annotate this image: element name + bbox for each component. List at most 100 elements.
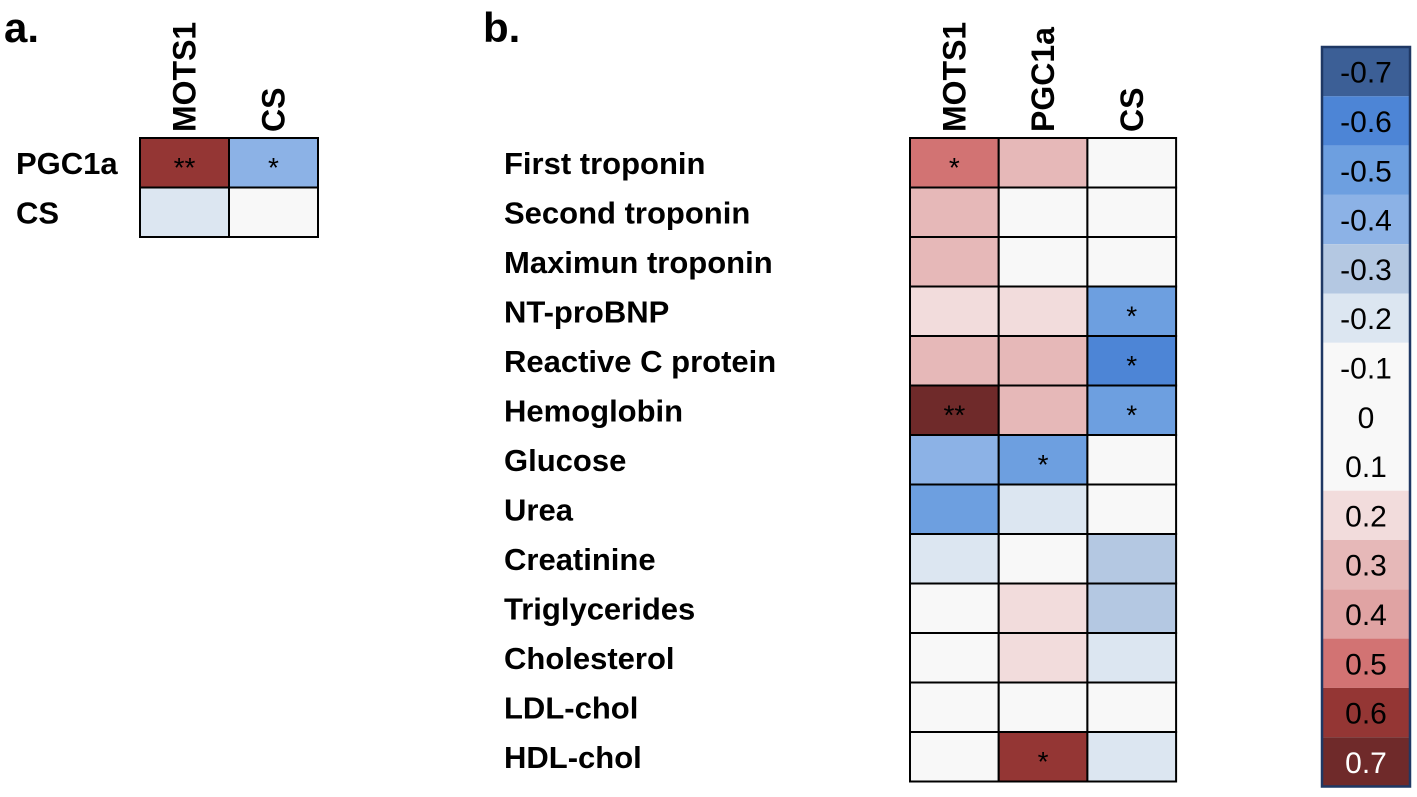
panel-b-significance-mark: ** bbox=[943, 399, 965, 430]
legend-label: -0.4 bbox=[1340, 205, 1392, 238]
panel-b-cell bbox=[909, 681, 1000, 733]
panel-a-significance-mark: * bbox=[268, 152, 279, 183]
panel-b-row-label: Second troponin bbox=[504, 195, 750, 230]
panel-b-cell bbox=[997, 434, 1089, 486]
panel-b-cell bbox=[1086, 186, 1178, 238]
panel-b-row-label: Urea bbox=[504, 492, 574, 527]
legend-label: 0.1 bbox=[1345, 451, 1387, 484]
legend-label: -0.1 bbox=[1340, 352, 1392, 385]
panel-b-cell bbox=[997, 137, 1089, 189]
panel-b-cell bbox=[1086, 731, 1178, 783]
legend-label: 0 bbox=[1358, 402, 1375, 435]
legend-swatch bbox=[1322, 540, 1410, 590]
panel-b-row-label: Creatinine bbox=[504, 542, 656, 577]
panel-b-cell bbox=[1086, 285, 1178, 337]
legend-label: 0.4 bbox=[1345, 599, 1387, 632]
panel-a-row-label: CS bbox=[16, 195, 59, 230]
panel-b-cell bbox=[1086, 681, 1178, 733]
legend-swatch bbox=[1322, 392, 1410, 442]
panel-b-row-label: First troponin bbox=[504, 146, 705, 181]
panel-b-cell bbox=[909, 186, 1000, 238]
panel-b-significance-mark: * bbox=[1038, 746, 1049, 777]
panel-b-cell bbox=[1086, 632, 1178, 684]
legend-label: 0.6 bbox=[1345, 698, 1387, 731]
legend-swatch bbox=[1322, 490, 1410, 540]
panel-b-row-label: HDL-chol bbox=[504, 740, 642, 775]
panel-b-cell bbox=[997, 384, 1089, 436]
legend-swatch bbox=[1322, 47, 1410, 97]
panel-b-cell bbox=[997, 186, 1089, 238]
panel-b-cell bbox=[909, 731, 1000, 783]
panel-b-cell bbox=[1086, 236, 1178, 288]
legend-swatch bbox=[1322, 441, 1410, 491]
panel-b-cell bbox=[909, 384, 1000, 436]
panel-b-significance-mark: * bbox=[1126, 300, 1137, 331]
panel-b-label: b. bbox=[483, 4, 520, 51]
panel-b-cell bbox=[909, 236, 1000, 288]
panel-b-cell bbox=[1086, 533, 1178, 585]
panel-b-cell bbox=[1086, 434, 1178, 486]
panel-b-significance-mark: * bbox=[1126, 350, 1137, 381]
legend-swatch bbox=[1322, 737, 1410, 787]
panel-b-significance-mark: * bbox=[1126, 399, 1137, 430]
panel-b-cell bbox=[1086, 582, 1178, 634]
legend-swatch bbox=[1322, 194, 1410, 245]
legend-label: -0.6 bbox=[1340, 106, 1392, 139]
panel-b-cell bbox=[997, 533, 1089, 585]
legend-label: 0.7 bbox=[1345, 747, 1387, 780]
panel-b-cell bbox=[997, 483, 1089, 535]
legend-swatch bbox=[1322, 293, 1410, 343]
panel-a-column-label: CS bbox=[256, 88, 292, 132]
legend-swatch bbox=[1322, 687, 1410, 738]
legend-label: -0.2 bbox=[1340, 303, 1392, 336]
panel-b-row-label: Cholesterol bbox=[504, 641, 675, 676]
panel-b-cell bbox=[909, 533, 1000, 585]
panel-b-cell bbox=[997, 335, 1089, 387]
legend-swatch bbox=[1322, 638, 1410, 688]
panel-b-column-label: CS bbox=[1114, 88, 1150, 132]
legend-label: -0.5 bbox=[1340, 155, 1392, 188]
legend-swatch bbox=[1322, 244, 1410, 294]
panel-b-cell bbox=[909, 582, 1000, 634]
panel-b-row-label: Maximun troponin bbox=[504, 245, 773, 280]
legend-label: 0.2 bbox=[1345, 500, 1387, 533]
panel-b-cell bbox=[997, 632, 1089, 684]
legend-swatch bbox=[1322, 342, 1410, 393]
panel-b-column-label: PGC1a bbox=[1025, 27, 1061, 132]
panel-b-row-label: NT-proBNP bbox=[504, 294, 669, 329]
legend-label: -0.3 bbox=[1340, 254, 1392, 287]
panel-b-cell bbox=[997, 236, 1089, 288]
panel-b-row-label: Triglycerides bbox=[504, 591, 695, 626]
panel-b-cell bbox=[997, 285, 1089, 337]
panel-b-row-label: Hemoglobin bbox=[504, 393, 683, 428]
legend-label: -0.7 bbox=[1340, 57, 1392, 90]
legend-label: 0.3 bbox=[1345, 550, 1387, 583]
panel-b-column-label: MOTS1 bbox=[936, 22, 972, 132]
legend-swatch bbox=[1322, 96, 1410, 146]
panel-b-cell bbox=[997, 731, 1089, 783]
panel-b-cell bbox=[909, 483, 1000, 535]
panel-a-cell bbox=[228, 137, 319, 189]
panel-a-column-label: MOTS1 bbox=[167, 22, 203, 132]
panel-a-cell bbox=[139, 186, 230, 238]
panel-a-cell bbox=[139, 137, 230, 189]
panel-b-cell bbox=[909, 434, 1000, 486]
panel-b-row-label: Reactive C protein bbox=[504, 344, 776, 379]
panel-b-significance-mark: * bbox=[1038, 449, 1049, 480]
legend-swatch bbox=[1322, 145, 1410, 195]
panel-b-row-label: Glucose bbox=[504, 443, 626, 478]
panel-b-cell bbox=[909, 285, 1000, 337]
panel-a-label: a. bbox=[4, 4, 39, 51]
panel-b-significance-mark: * bbox=[949, 152, 960, 183]
panel-b-cell bbox=[909, 335, 1000, 387]
panel-b-cell bbox=[1086, 483, 1178, 535]
panel-b-row-label: LDL-chol bbox=[504, 690, 638, 725]
panel-a-row-label: PGC1a bbox=[16, 146, 118, 181]
panel-b-cell bbox=[909, 632, 1000, 684]
legend-border bbox=[1320, 45, 1412, 788]
legend-swatch bbox=[1322, 589, 1410, 639]
panel-b-cell bbox=[997, 582, 1089, 634]
panel-b-cell bbox=[997, 681, 1089, 733]
panel-b-cell bbox=[1086, 137, 1178, 189]
